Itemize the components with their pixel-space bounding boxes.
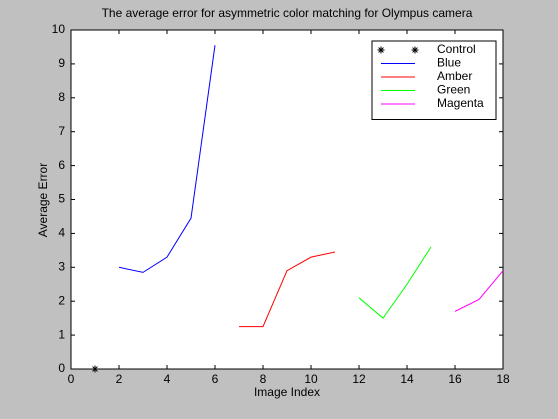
y-tick-label: 8 (58, 90, 65, 104)
series-line (239, 251, 336, 328)
x-tick-label: 10 (304, 372, 318, 386)
y-tick-label: 3 (58, 259, 65, 273)
legend-label: Green (437, 83, 470, 97)
y-tick-label: 9 (58, 56, 65, 70)
x-tick-label: 2 (116, 372, 123, 386)
legend-marker (377, 46, 385, 54)
y-tick-label: 10 (52, 22, 66, 36)
x-tick-label: 4 (164, 372, 171, 386)
x-tick-label: 12 (352, 372, 366, 386)
y-tick-label: 0 (58, 361, 65, 375)
legend-box (371, 40, 497, 120)
chart-title: The average error for asymmetric color m… (102, 6, 473, 20)
x-tick-label: 16 (448, 372, 462, 386)
y-tick-label: 7 (58, 124, 65, 138)
y-tick-label: 1 (58, 327, 65, 341)
legend-label: Magenta (437, 96, 484, 110)
y-tick-label: 2 (58, 293, 65, 307)
x-tick-label: 18 (496, 372, 510, 386)
x-tick-label: 0 (68, 372, 75, 386)
x-tick-label: 6 (212, 372, 219, 386)
legend-label: Amber (437, 69, 472, 83)
legend-marker (411, 46, 419, 54)
x-tick-label: 8 (260, 372, 267, 386)
x-axis-label: Image Index (254, 385, 320, 399)
data-point (91, 365, 99, 373)
series-line (454, 270, 504, 312)
series-line (118, 45, 216, 273)
series-line (358, 246, 432, 319)
legend-label: Blue (437, 56, 461, 70)
y-tick-label: 5 (58, 192, 65, 206)
y-tick-label: 6 (58, 158, 65, 172)
x-tick-label: 14 (400, 372, 414, 386)
y-tick-label: 4 (58, 226, 65, 240)
legend-label: Control (437, 42, 476, 56)
y-axis-label: Average Error (36, 163, 50, 237)
